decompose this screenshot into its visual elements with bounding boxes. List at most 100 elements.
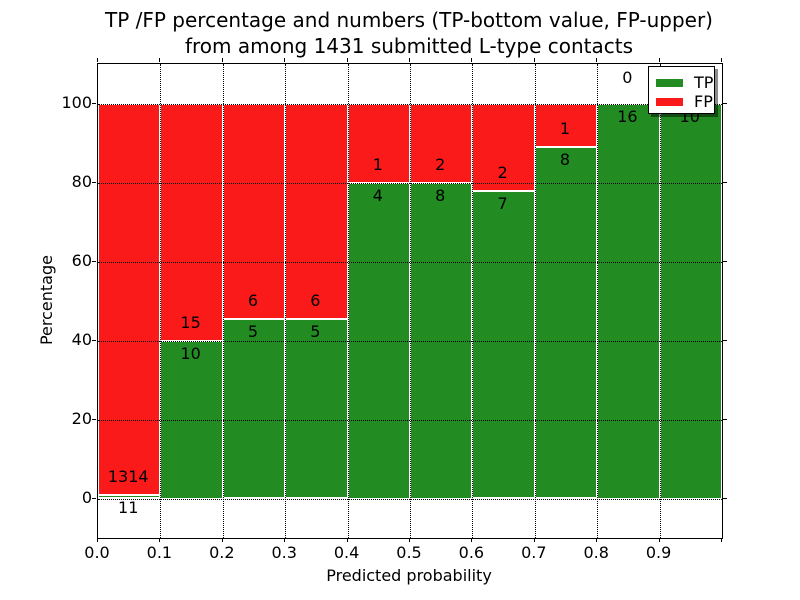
fp-bar-segment (222, 103, 286, 319)
y-tick-label: 80 (71, 171, 92, 191)
x-tick (159, 58, 161, 62)
y-tick (723, 260, 727, 262)
x-tick (221, 58, 223, 62)
x-tick (471, 58, 473, 62)
x-tick (596, 58, 598, 62)
x-tick-label: 0.1 (146, 543, 173, 562)
y-tick (723, 339, 727, 341)
x-axis-label: Predicted probability (326, 566, 492, 585)
tp-count-label: 8 (435, 185, 446, 205)
x-gridline (410, 64, 411, 538)
x-tick (284, 58, 286, 62)
x-gridline (347, 64, 349, 538)
fp-count-label: 15 (180, 312, 201, 332)
tp-bar-segment (534, 147, 598, 499)
chart-title-line2: from among 1431 submitted L-type contact… (184, 34, 634, 58)
y-tick (92, 181, 96, 183)
x-tick (721, 538, 722, 542)
tp-bar-segment (98, 495, 161, 499)
fp-count-label: 2 (497, 163, 508, 183)
y-tick (723, 418, 727, 420)
y-tick (92, 102, 96, 104)
tp-count-label: 4 (372, 185, 383, 205)
x-tick (409, 538, 410, 542)
tp-bar-segment (472, 191, 535, 499)
x-gridline (534, 64, 536, 538)
tp-bar-segment (659, 103, 722, 499)
x-tick (533, 538, 535, 542)
fp-count-label: 1 (559, 119, 571, 139)
tp-count-label: 5 (247, 321, 259, 341)
y-axis-label: Percentage (37, 255, 56, 346)
y-tick-label: 40 (71, 329, 92, 349)
y-tick (92, 260, 96, 262)
y-gridline (98, 498, 722, 500)
x-gridline (597, 64, 599, 538)
fp-count-label: 1 (372, 154, 383, 174)
x-tick-label: 0.6 (458, 543, 485, 562)
y-tick (723, 497, 727, 499)
y-tick-label: 0 (81, 487, 92, 507)
x-gridline (160, 64, 162, 538)
x-tick-label: 0.0 (84, 543, 110, 562)
fp-bar-segment (347, 103, 410, 183)
legend: TP FP (648, 66, 715, 114)
tp-count-label: 5 (310, 321, 321, 341)
fp-bar-segment (410, 103, 473, 183)
fp-count-label: 6 (310, 290, 321, 310)
tp-bar-segment (222, 318, 286, 499)
y-gridline (98, 182, 722, 184)
x-tick (346, 538, 348, 542)
y-tick-label: 20 (71, 408, 92, 428)
fp-count-label: 6 (247, 290, 259, 310)
x-tick-label: 0.9 (645, 543, 672, 562)
x-tick (533, 58, 535, 62)
legend-row: TP (656, 73, 714, 92)
chart-title-line1: TP /FP percentage and numbers (TP-bottom… (105, 8, 713, 32)
fp-count-label: 0 (622, 67, 633, 87)
x-tick-label: 0.8 (583, 543, 609, 562)
y-tick (92, 497, 96, 499)
tp-bar-segment (285, 318, 348, 499)
y-tick (92, 339, 96, 341)
fp-bar-segment (285, 103, 348, 319)
x-tick (346, 58, 348, 62)
legend-swatch-fp (656, 97, 683, 106)
x-gridline (472, 64, 474, 538)
x-tick-label: 0.4 (333, 543, 360, 562)
x-tick (596, 538, 598, 542)
x-tick (471, 538, 473, 542)
fp-bar-segment (472, 103, 535, 192)
x-tick (159, 538, 161, 542)
legend-label: TP (694, 73, 714, 92)
y-gridline (98, 340, 722, 342)
legend-label: FP (694, 92, 713, 111)
legend-row: FP (656, 92, 714, 111)
y-tick (723, 181, 727, 183)
fp-bar-segment (98, 103, 161, 496)
y-gridline (98, 419, 722, 421)
legend-swatch-tp (656, 78, 683, 87)
tp-count-label: 16 (617, 106, 638, 126)
fp-count-label: 2 (435, 154, 446, 174)
fp-bar-segment (534, 103, 598, 148)
x-tick-label: 0.3 (271, 543, 297, 562)
tp-count-label: 11 (118, 498, 139, 518)
y-tick-label: 100 (61, 92, 92, 112)
tp-count-label: 7 (497, 194, 508, 214)
x-gridline (222, 64, 224, 538)
y-tick-label: 60 (71, 250, 92, 270)
tp-bar-segment (597, 103, 660, 499)
x-tick (658, 538, 660, 542)
y-gridline (98, 103, 722, 105)
x-tick-label: 0.7 (521, 543, 547, 562)
y-tick (92, 418, 96, 420)
x-tick (721, 58, 722, 62)
y-tick (723, 102, 727, 104)
chart-title: TP /FP percentage and numbers (TP-bottom… (9, 7, 800, 59)
x-tick (658, 58, 660, 62)
x-tick (409, 58, 410, 62)
x-tick (97, 58, 98, 62)
x-tick-label: 0.5 (396, 543, 422, 562)
